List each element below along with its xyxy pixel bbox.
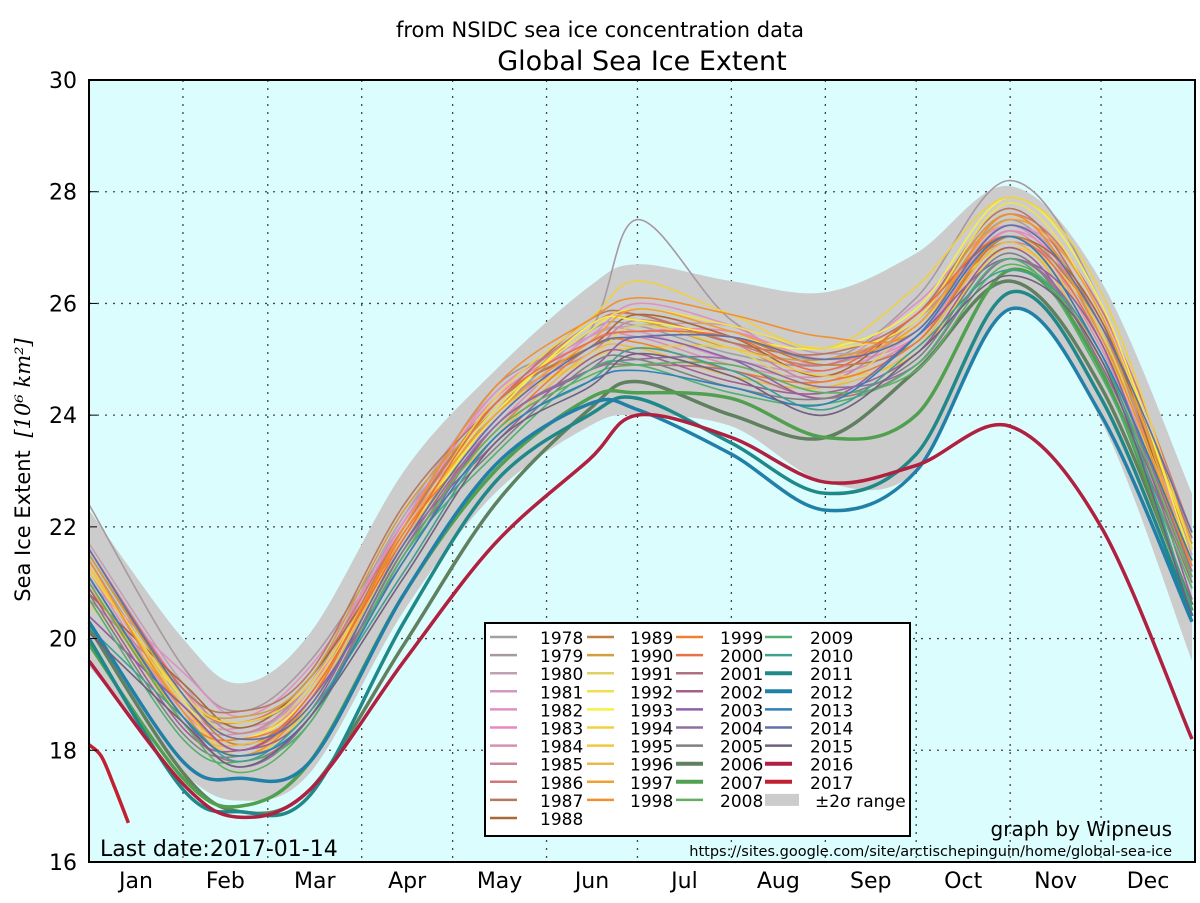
series-line-2005: [88, 252, 1193, 759]
series-line-2011: [87, 289, 1194, 818]
x-tick-label: Dec: [1127, 869, 1170, 894]
series-line-1996: [88, 241, 1193, 747]
y-tick-label: 18: [49, 739, 77, 764]
legend-label: ±2σ range: [815, 792, 906, 812]
legend-label: 2004: [720, 720, 763, 740]
y-tick-label: 16: [49, 851, 77, 876]
series-line-2007: [87, 267, 1194, 809]
legend-label: 2007: [720, 774, 763, 794]
legend-label: 1995: [630, 738, 673, 758]
x-tick-label: Nov: [1034, 869, 1077, 894]
legend-label: 2010: [810, 647, 853, 667]
legend-label: 1989: [630, 629, 673, 649]
legend: 1978197919801981198219831984198519861987…: [484, 622, 911, 837]
x-tick-label: Aug: [757, 869, 800, 894]
series-line-2009: [88, 257, 1193, 764]
legend-label: 2001: [720, 665, 763, 685]
y-tick-label: 28: [49, 181, 77, 206]
legend-label: 1998: [630, 792, 673, 812]
y-tick-label: 20: [49, 628, 77, 653]
y-tick-label: 22: [49, 516, 77, 541]
legend-label: 1979: [540, 647, 583, 667]
y-axis-unit: [10⁶ km²]: [11, 337, 35, 437]
series-line-1984: [88, 229, 1193, 736]
legend-label: 1984: [540, 738, 583, 758]
legend-label: 2002: [720, 683, 763, 703]
sigma-band: [89, 185, 1192, 801]
legend-label: 1981: [540, 683, 583, 703]
legend-label: 1987: [540, 792, 583, 812]
series-line-2012: [87, 306, 1194, 784]
y-tick-label: 26: [49, 292, 77, 317]
series-line-2016: [87, 412, 1194, 820]
legend-label: 2005: [720, 738, 763, 758]
legend-label: 2003: [720, 701, 763, 721]
series-line-2002: [88, 246, 1193, 753]
legend-label: 2015: [810, 738, 853, 758]
sigma-band-area: [89, 185, 1192, 801]
series-line-2014: [88, 224, 1193, 741]
x-tick-label: Jun: [573, 869, 609, 894]
series-line-2017: [87, 743, 131, 824]
y-axis-label: Sea Ice Extent [10⁶ km²]: [11, 337, 35, 601]
y-axis-label-text: Sea Ice Extent: [11, 450, 35, 602]
x-tick-label: Jan: [117, 869, 153, 894]
plot-frame: [88, 79, 1196, 863]
legend-label: 2012: [810, 683, 853, 703]
x-tick-label: Mar: [294, 869, 336, 894]
legend-label: 2009: [810, 629, 853, 649]
series-line-2008: [88, 263, 1193, 774]
series-line-1982: [88, 224, 1193, 718]
series-line-2010: [88, 269, 1193, 763]
legend-label: 1980: [540, 665, 583, 685]
series-line-1986: [88, 213, 1193, 724]
x-tick-label: Feb: [206, 869, 245, 894]
legend-label: 2008: [720, 792, 763, 812]
legend-label: 2000: [720, 647, 763, 667]
legend-label: 1994: [630, 720, 673, 740]
last-date-annotation: Last date:2017-01-14: [100, 837, 338, 862]
x-tick-label: Apr: [388, 869, 427, 894]
legend-label: 2013: [810, 701, 853, 721]
legend-label: 1986: [540, 774, 583, 794]
x-tick-label: Oct: [944, 869, 982, 894]
legend-label: 2011: [810, 665, 853, 685]
legend-swatch-sigma: [765, 793, 799, 806]
legend-label: 1982: [540, 701, 583, 721]
x-tick-label: Jul: [669, 869, 698, 894]
legend-label: 1991: [630, 665, 673, 685]
legend-label: 2017: [810, 774, 853, 794]
legend-label: 1985: [540, 756, 583, 776]
y-tick-label: 24: [49, 404, 77, 429]
series-lines: [87, 179, 1194, 824]
x-tick-label: Sep: [850, 869, 891, 894]
legend-label: 1992: [630, 683, 673, 703]
series-line-1994: [88, 196, 1193, 724]
x-axis-ticks: Jan Feb Mar Apr May Jun Jul Aug Sep Oct Nov Dec: [117, 869, 1169, 894]
source-url: https://sites.google.com/site/arctischep…: [689, 844, 1172, 860]
y-axis-ticks: 16 18 20 22 24 26 28 30: [49, 69, 97, 876]
x-tick-label: May: [477, 869, 522, 894]
legend-label: 1993: [630, 701, 673, 721]
legend-label: 1990: [630, 647, 673, 667]
legend-label: 1996: [630, 756, 673, 776]
legend-label: 2006: [720, 756, 763, 776]
chart-subtitle: from NSIDC sea ice concentration data: [396, 18, 804, 42]
series-line-1981: [88, 224, 1193, 731]
credit-text: graph by Wipneus: [991, 817, 1172, 841]
y-tick-label: 30: [49, 69, 77, 94]
legend-label: 1988: [540, 810, 583, 830]
series-line-1979: [88, 179, 1193, 713]
legend-label: 2016: [810, 756, 853, 776]
series-line-2015: [88, 274, 1193, 768]
legend-label: 1983: [540, 720, 583, 740]
series-line-2000: [88, 235, 1193, 752]
legend-label: 1997: [630, 774, 673, 794]
legend-label: 2014: [810, 720, 853, 740]
series-line-2013: [88, 235, 1193, 757]
chart-title: Global Sea Ice Extent: [497, 46, 787, 77]
legend-label: 1978: [540, 629, 583, 649]
legend-label: 1999: [720, 629, 763, 649]
